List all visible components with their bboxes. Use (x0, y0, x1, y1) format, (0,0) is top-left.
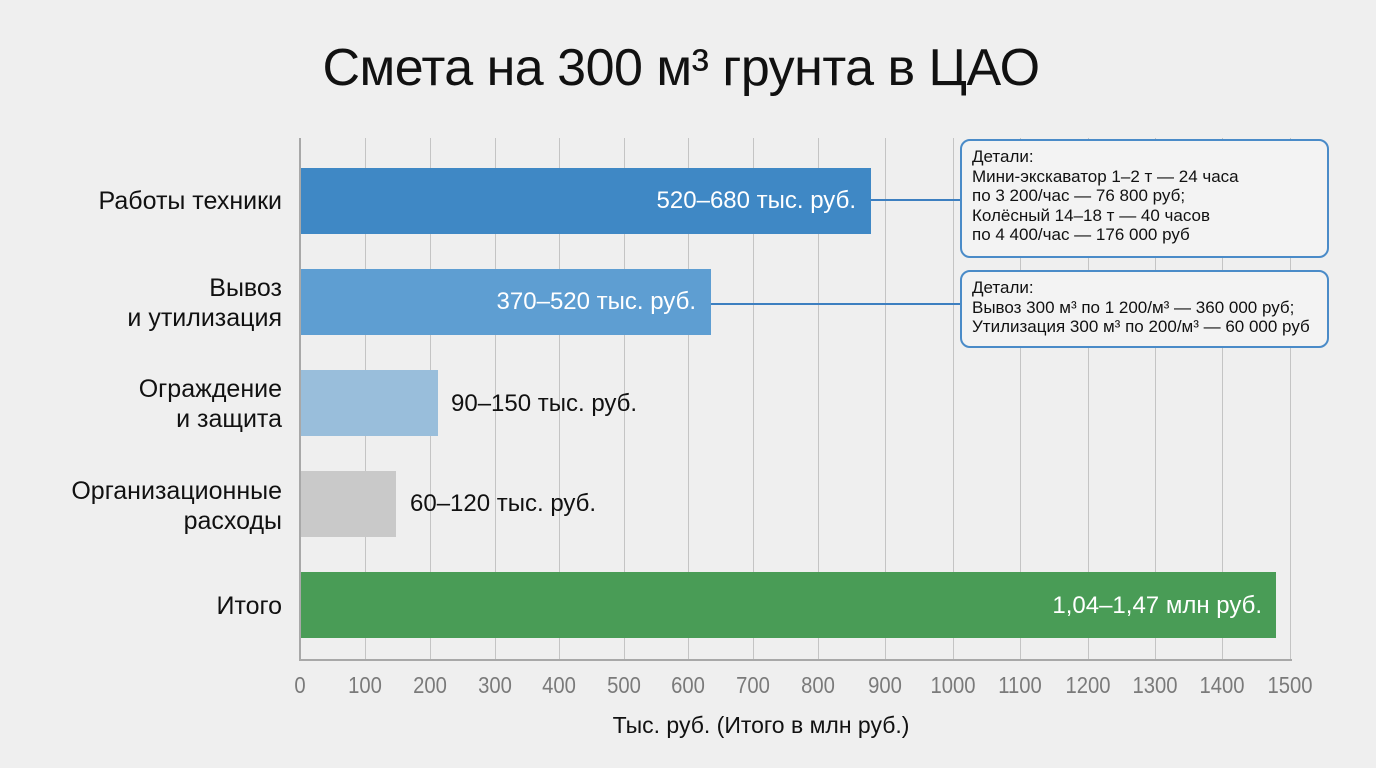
y-axis-line (299, 138, 301, 660)
x-tick-label: 800 (801, 672, 835, 698)
x-tick-label: 1300 (1132, 672, 1178, 698)
bar-value-label: 520–680 тыс. руб. (656, 187, 856, 214)
gridline (753, 138, 754, 660)
x-tick-label: 500 (607, 672, 641, 698)
gridline (818, 138, 819, 660)
details-line: по 4 400/час — 176 000 руб (972, 225, 1190, 244)
category-label: Ограждение и защита (138, 375, 282, 433)
details-callout-removal: Детали: Вывоз 300 м³ по 1 200/м³ — 360 0… (960, 270, 1329, 348)
details-line: Колёсный 14–18 т — 40 часов (972, 205, 1211, 225)
x-tick-label: 300 (478, 672, 512, 698)
bar-value-label: 1,04–1,47 млн руб. (1052, 592, 1262, 619)
details-callout-equipment: Детали: Мини-экскаватор 1–2 т — 24 часа … (960, 139, 1329, 258)
bar-value-label: 90–150 тыс. руб. (451, 390, 638, 417)
gridline (1290, 138, 1291, 660)
x-tick-label: 700 (736, 672, 770, 698)
x-tick-label: 1200 (1065, 672, 1111, 698)
details-heading: Детали: (972, 278, 1034, 297)
details-line: Утилизация 300 м³ по 200/м³ — 60 000 руб (972, 317, 1310, 336)
gridline (624, 138, 625, 660)
x-axis-title: Тыс. руб. (Итого в млн руб.) (612, 712, 910, 738)
bar-value-label: 370–520 тыс. руб. (496, 288, 696, 315)
x-tick-label: 1500 (1267, 672, 1313, 698)
x-tick-label: 600 (671, 672, 705, 698)
bar-value-label: 60–120 тыс. руб. (410, 490, 597, 517)
gridline (559, 138, 560, 660)
x-tick-label: 1000 (930, 672, 976, 698)
category-label: Организационные расходы (71, 477, 282, 535)
callout-connector (871, 199, 961, 201)
gridline (1222, 138, 1223, 660)
x-tick-label: 900 (868, 672, 902, 698)
gridline (1088, 138, 1089, 660)
gridline (1155, 138, 1156, 660)
x-tick-label: 1100 (998, 672, 1042, 698)
details-line: по 3 200/час — 76 800 руб; (972, 186, 1186, 205)
x-axis-line (299, 659, 1292, 661)
category-label: Итого (216, 592, 282, 620)
category-label: Вывоз и утилизация (127, 274, 282, 332)
bar-organizational-expenses (301, 471, 396, 537)
bar-removal-disposal (301, 269, 711, 335)
gridline (953, 138, 954, 660)
callout-connector (711, 303, 961, 305)
gridline (885, 138, 886, 660)
chart-title: Смета на 300 м³ грунта в ЦАО (322, 39, 1040, 97)
category-label: Работы техники (98, 187, 282, 215)
x-tick-label: 1400 (1199, 672, 1245, 698)
gridline (688, 138, 689, 660)
gridline (1020, 138, 1021, 660)
bar-total (301, 572, 1276, 638)
bar-fencing-protection (301, 370, 438, 436)
gridline (495, 138, 496, 660)
x-tick-label: 400 (542, 672, 576, 698)
x-tick-label: 0 (294, 672, 306, 698)
x-tick-label: 100 (348, 672, 382, 698)
details-line: Вывоз 300 м³ по 1 200/м³ — 360 000 руб; (972, 297, 1295, 317)
details-line: Мини-экскаватор 1–2 т — 24 часа (972, 166, 1239, 186)
x-tick-label: 200 (413, 672, 447, 698)
bar-equipment-works (301, 168, 871, 234)
details-heading: Детали: (972, 147, 1034, 166)
